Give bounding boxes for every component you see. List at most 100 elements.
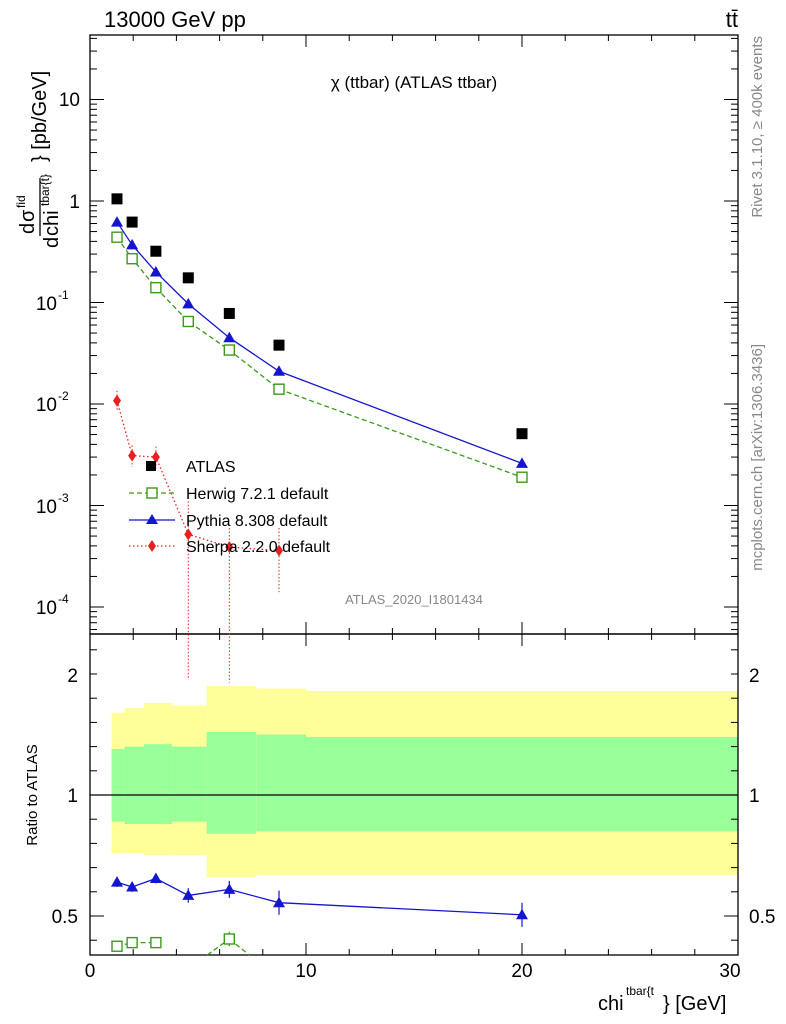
ratio-y-axis-label: Ratio to ATLAS [24,744,41,845]
atlas-point [126,216,138,228]
xlabel-sup: tbar{t [626,984,655,998]
main-ytick-1e-2: 10 [36,395,57,416]
pythia-point [182,297,195,309]
ratio-band-green [124,746,144,825]
ratio-herwig-line [206,938,230,956]
ratio-band-green [206,732,257,834]
legend-label-herwig: Herwig 7.2.1 default [186,486,329,503]
herwig-point [150,281,162,294]
herwig-point [111,231,123,243]
ratio-pythia-point [111,876,123,887]
xtick-10: 10 [295,961,316,982]
herwig-point [182,315,194,328]
legend: ATLAS Herwig 7.2.1 default Pythia 8.308 … [129,459,331,556]
legend-item-atlas: ATLAS [146,459,236,476]
ratio-band-green [144,744,173,825]
herwig-point [273,383,285,395]
ratio-uncertainty-bands [111,686,738,878]
herwig-point [126,253,138,265]
main-ytick-1e-4-exp: -4 [58,592,69,606]
xtick-20: 20 [511,961,532,982]
ratio-ytick-2-left: 2 [67,666,78,687]
ratio-ytick-2-right: 2 [749,666,760,687]
ratio-herwig-point [223,933,236,945]
ylabel-den-sup: tbar{t} [38,174,52,206]
sherpa-point [184,528,193,541]
sherpa-point [128,449,137,462]
ylabel-num-sup: fid [14,195,28,208]
ratio-band-green [172,746,207,822]
rivet-label: Rivet 3.1.10, ≥ 400k events [749,36,766,218]
x-axis-label: chi tbar{t } [GeV] [598,984,726,1015]
legend-item-sherpa: Sherpa 2.2.0 default [129,539,331,556]
ratio-band-green [306,736,738,832]
ratio-ytick-05-right: 0.5 [749,907,775,928]
pythia-point [126,238,139,250]
herwig-point [223,344,236,356]
main-ytick-1e-2-exp: -2 [58,389,69,403]
main-series-layer [111,193,528,683]
atlas-point [150,245,162,257]
ylabel-den-chi: chi [41,210,63,236]
plot-title: χ (ttbar) (ATLAS ttbar) [331,73,497,92]
process-label: tt̄ [726,7,738,32]
legend-marker-herwig [146,487,158,499]
ratio-pythia-point [149,872,162,883]
xlabel-main: chi [598,993,624,1015]
ratio-herwig-point [126,936,138,949]
herwig-point [516,471,528,483]
atlas-point [273,339,285,351]
ratio-pythia-point [182,889,195,900]
ratio-y-tick-labels: 2 1 0.5 2 1 0.5 [52,666,776,928]
pythia-point [149,265,162,277]
main-ytick-1e-4: 10 [36,598,57,619]
legend-label-sherpa: Sherpa 2.2.0 default [186,539,331,556]
main-ytick-1: 1 [69,192,80,213]
ratio-ytick-1-left: 1 [67,786,78,807]
pythia-point [516,457,528,468]
atlas-point [223,307,235,319]
ratio-pythia-point [273,896,285,908]
ylabel-num-sigma: σ [17,209,39,222]
atlas-point [516,428,528,440]
legend-label-pythia: Pythia 8.308 default [186,513,328,530]
xtick-0: 0 [85,961,96,982]
axis-ticks [89,35,739,955]
ratio-pythia-point [126,880,139,892]
ylabel-num-d: d [17,223,39,234]
ylabel-unit: } [pb/GeV] [29,71,51,162]
atlas-point [111,193,123,205]
legend-marker-atlas [146,461,156,471]
energy-label: 13000 GeV pp [104,7,246,32]
legend-marker-sherpa [148,540,156,552]
main-y-axis-label: d σ fid d chi tbar{t} } [pb/GeV] [14,71,63,248]
main-ytick-10: 10 [59,90,80,111]
ratio-ytick-05-left: 0.5 [52,907,78,928]
legend-item-herwig: Herwig 7.2.1 default [129,486,329,503]
mcplots-label: mcplots.cern.ch [arXiv:1306.3436] [749,344,766,571]
main-ytick-1e-1: 10 [36,294,57,315]
sherpa-point [113,394,121,407]
pythia-point [273,365,285,376]
atlas-point [182,272,194,284]
xlabel-tail: } [GeV] [663,993,726,1015]
ratio-series-layer [111,872,528,956]
ratio-pythia-point [516,908,528,920]
legend-marker-pythia [146,514,158,524]
pythia-point [223,331,236,343]
pythia-point [111,216,123,227]
ratio-herwig-point [150,936,162,949]
main-y-tick-labels: 10 1 10 -1 10 -2 10 -3 10 -4 [36,90,80,619]
analysis-id: ATLAS_2020_I1801434 [345,592,483,607]
main-ytick-1e-1-exp: -1 [58,288,69,302]
ratio-band-green [256,734,306,832]
ratio-pythia-point [223,883,236,894]
sherpa-point [151,451,160,464]
ratio-herwig-point [111,940,123,952]
sherpa-point [225,541,234,554]
legend-label-atlas: ATLAS [186,459,236,476]
main-ytick-1e-3-exp: -3 [58,491,69,505]
ratio-ytick-1-right: 1 [749,786,760,807]
xtick-30: 30 [719,961,740,982]
